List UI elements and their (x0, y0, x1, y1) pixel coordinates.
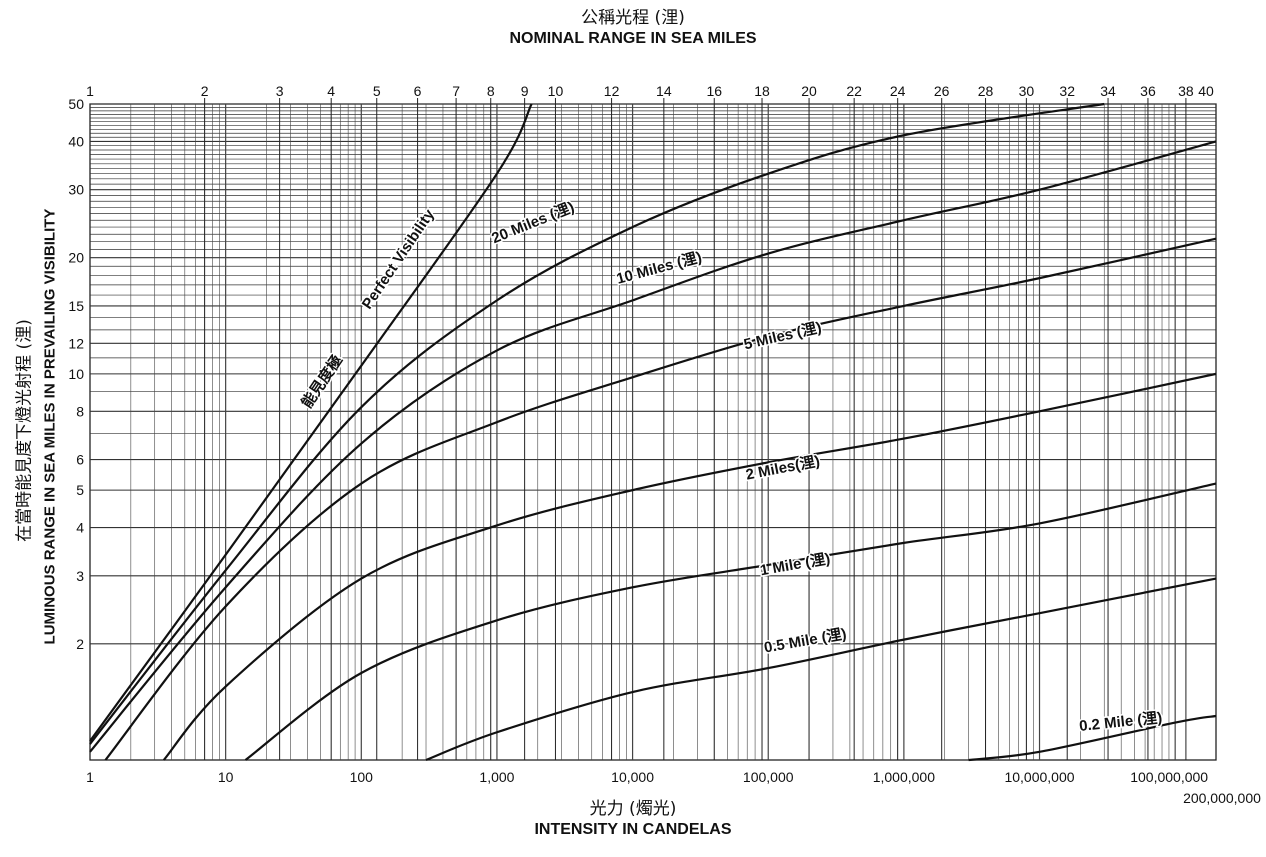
top-axis-tick-label: 12 (604, 83, 620, 99)
top-axis-tick-label: 30 (1019, 83, 1035, 99)
y-tick-label: 12 (68, 335, 84, 351)
plot-frame (89, 103, 1217, 761)
series-line-1 (89, 102, 1105, 745)
top-axis-tick-label: 20 (801, 83, 817, 99)
y-tick-label: 5 (76, 482, 84, 498)
top-axis-tick-label: 10 (548, 83, 564, 99)
curve-label-4: 5 Miles (浬) (742, 318, 823, 353)
top-axis-tick-label: 40 (1198, 83, 1214, 99)
y-tick-label: 3 (76, 568, 84, 584)
y-tick-label: 2 (76, 636, 84, 652)
top-axis-tick-label: 36 (1140, 83, 1156, 99)
x-axis-label-chinese: 光力 (燭光) (589, 799, 677, 819)
y-tick-label: 10 (68, 366, 84, 382)
series-lines (89, 102, 1217, 762)
series-line-3 (104, 237, 1217, 761)
x-tick-label: 10,000,000 (1004, 769, 1074, 785)
x-tick-label: 1 (86, 769, 94, 785)
curve-label-2: 20 Miles (浬) (489, 198, 577, 247)
series-line-5 (244, 482, 1217, 761)
top-axis-tick-label: 7 (452, 83, 460, 99)
y-axis-label: LUMINOUS RANGE IN SEA MILES IN PREVAILIN… (41, 208, 59, 645)
y-tick-label: 30 (68, 182, 84, 198)
top-axis-tick-label: 14 (656, 83, 672, 99)
x-tick-label: 100,000,000 (1130, 769, 1208, 785)
top-title: NOMINAL RANGE IN SEA MILES (509, 30, 757, 47)
top-axis-tick-label: 3 (276, 83, 284, 99)
y-tick-label: 8 (76, 403, 84, 419)
top-axis-tick-label: 38 (1178, 83, 1194, 99)
y-axis-label-chinese: 在當時能見度下燈光射程 (浬) (14, 319, 35, 542)
x-tick-label: 10 (218, 769, 234, 785)
top-axis-tick-label: 16 (706, 83, 722, 99)
x-tick-label: 200,000,000 (1183, 790, 1261, 806)
x-tick-label: 1,000,000 (873, 769, 935, 785)
y-tick-label: 4 (76, 520, 84, 536)
top-axis-tick-label: 2 (201, 83, 209, 99)
top-axis-tick-label: 32 (1059, 83, 1075, 99)
top-axis-tick-label: 5 (373, 83, 381, 99)
top-axis-tick-label: 8 (487, 83, 495, 99)
x-tick-label: 100 (350, 769, 374, 785)
top-axis-tick-label: 18 (754, 83, 770, 99)
top-axis-tick-label: 22 (846, 83, 862, 99)
curve-label-6: 1 Mile (浬) (759, 549, 832, 579)
tick-labels: 1 10 100 1,000 10,000 100,000 1,000,000 10,000,… (68, 83, 1261, 806)
curve-label-3: 10 Miles (浬) (614, 248, 703, 288)
top-axis-tick-label: 1 (86, 83, 94, 99)
top-axis-tick-label: 26 (934, 83, 950, 99)
curve-label-1: 能見度極 (298, 352, 346, 412)
top-axis-tick-label: 4 (327, 83, 335, 99)
x-axis-label: INTENSITY IN CANDELAS (534, 821, 732, 838)
x-tick-label: 100,000 (743, 769, 794, 785)
y-tick-label: 40 (68, 133, 84, 149)
y-tick-label: 15 (68, 298, 84, 314)
curve-label-8: 0.2 Mile (浬) (1078, 708, 1163, 735)
top-axis-tick-label: 34 (1100, 83, 1116, 99)
x-tick-label: 10,000 (611, 769, 654, 785)
series-line-0 (89, 103, 533, 742)
top-axis-tick-label: 28 (978, 83, 994, 99)
grid (89, 98, 1217, 761)
series-line-4 (162, 372, 1217, 761)
series-line-6 (425, 577, 1217, 762)
series-line-2 (89, 140, 1217, 753)
curve-label-5: 2 Miles(浬) (744, 452, 821, 484)
top-axis-tick-label: 24 (890, 83, 906, 99)
series-line-7 (968, 714, 1217, 762)
curve-label-0: Perfect Visibility (359, 206, 439, 313)
y-tick-label: 50 (68, 96, 84, 112)
curve-label-7: 0.5 Mile (浬) (763, 624, 848, 656)
y-tick-label: 6 (76, 452, 84, 468)
top-title-chinese: 公稱光程 (浬) (581, 8, 685, 28)
top-axis-tick-label: 6 (414, 83, 422, 99)
x-tick-label: 1,000 (479, 769, 514, 785)
top-axis-tick-label: 9 (521, 83, 529, 99)
y-tick-label: 20 (68, 250, 84, 266)
